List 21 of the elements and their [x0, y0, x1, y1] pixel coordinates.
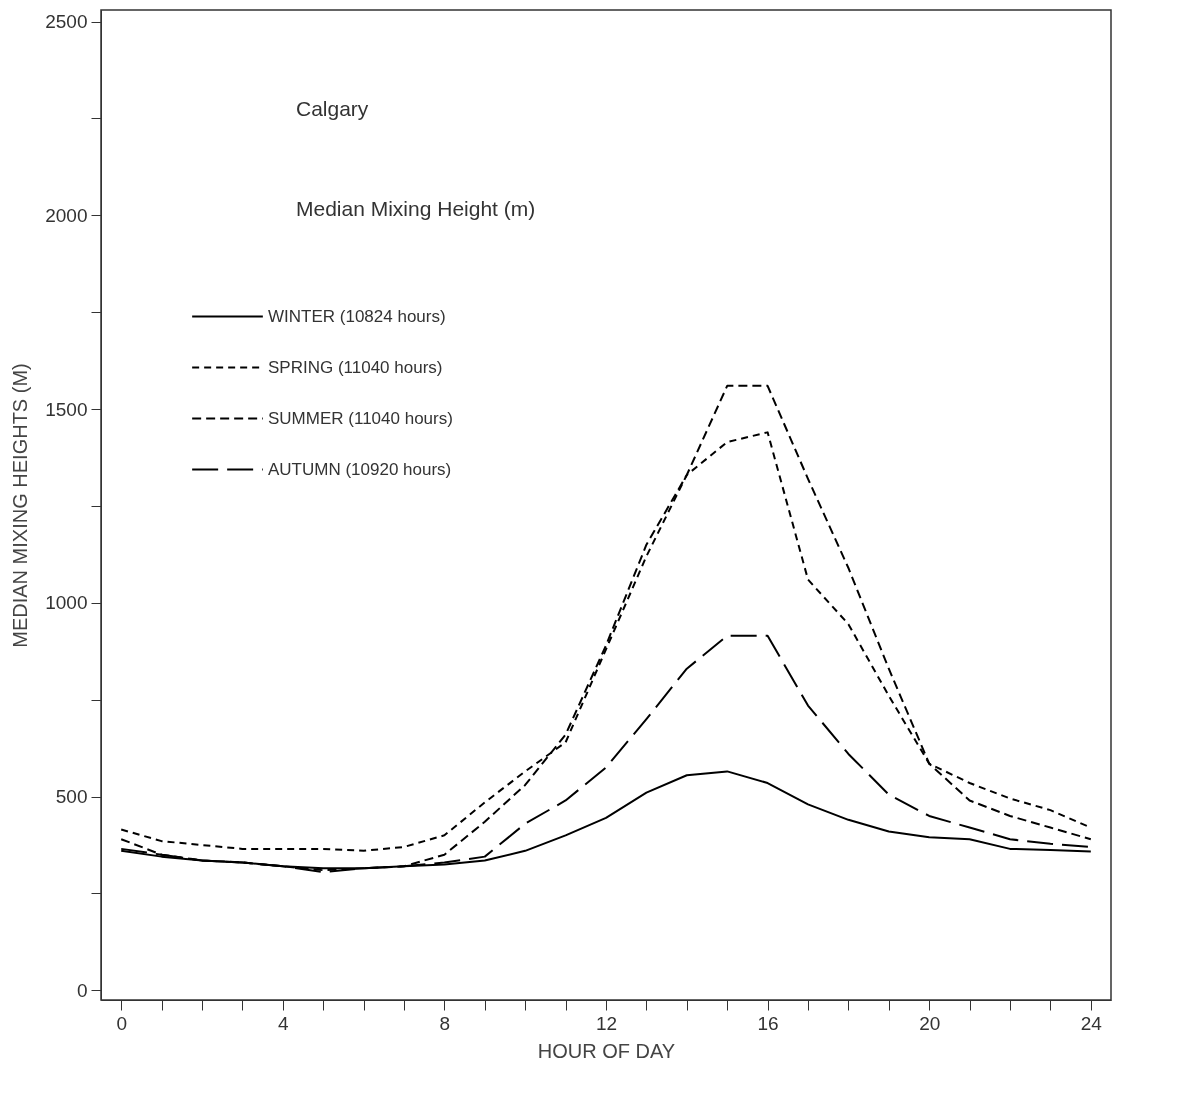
x-tick-label: 24: [1080, 1012, 1103, 1034]
y-tick-label: 2500: [45, 11, 88, 33]
x-tick-label: 20: [919, 1012, 941, 1034]
annotation: Median Mixing Height (m): [296, 197, 536, 220]
legend-label: WINTER (10824 hours): [268, 306, 446, 326]
y-tick-label: 2000: [45, 204, 88, 226]
x-tick-label: 12: [595, 1012, 618, 1034]
x-tick-label: 0: [116, 1012, 127, 1034]
y-tick-label: 0: [76, 979, 88, 1001]
legend-label: AUTUMN (10920 hours): [268, 459, 452, 479]
y-tick-label: 1500: [45, 398, 88, 420]
y-tick-label: 1000: [45, 592, 88, 614]
x-tick-label: 8: [439, 1012, 451, 1034]
y-axis-title: MEDIAN MIXING HEIGHTS (M): [9, 363, 32, 648]
x-axis-title: HOUR OF DAY: [537, 1039, 676, 1062]
y-tick-label: 500: [55, 786, 88, 808]
annotation: Calgary: [296, 97, 369, 120]
x-tick-label: 16: [757, 1012, 779, 1034]
legend-label: SPRING (11040 hours): [268, 357, 443, 377]
x-tick-label: 4: [278, 1012, 290, 1034]
legend-label: SUMMER (11040 hours): [268, 408, 453, 428]
